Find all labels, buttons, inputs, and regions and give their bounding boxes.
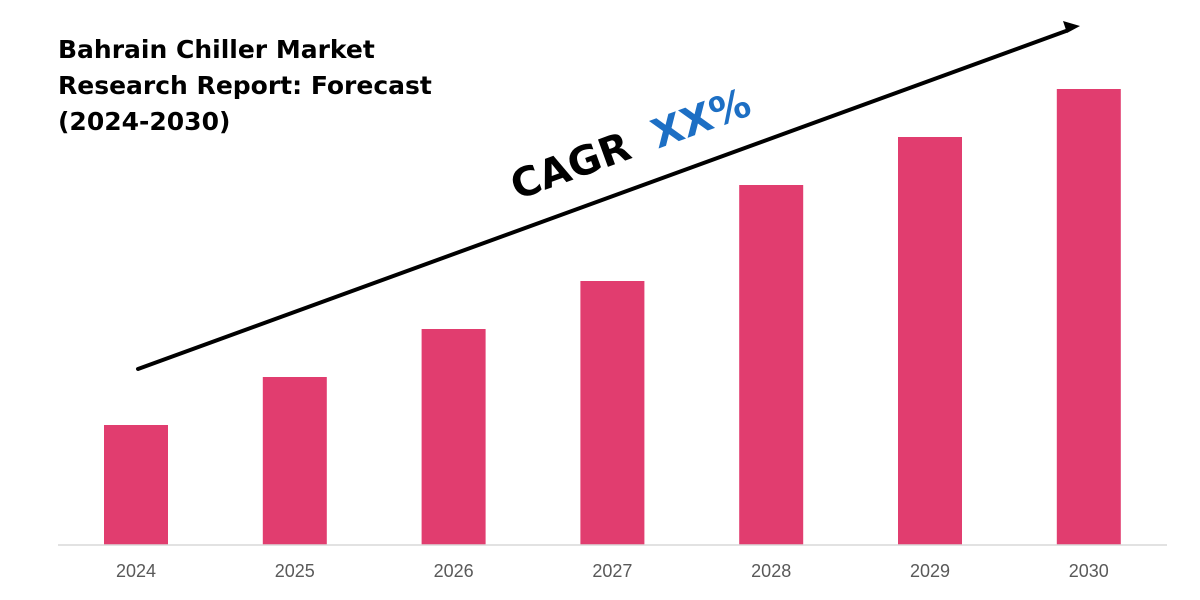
chart-title: Bahrain Chiller Market Research Report: … [58,35,432,136]
growth-trend-line [136,29,1068,371]
chart-title-line-2: Research Report: Forecast [58,71,432,100]
x-tick-label-2030: 2030 [1069,561,1109,581]
x-tick-label-2024: 2024 [116,561,156,581]
x-tick-label-2028: 2028 [751,561,791,581]
bar-2027 [580,281,645,545]
bar-2030 [1056,89,1121,545]
x-tick-label-2027: 2027 [592,561,632,581]
bars [104,89,1121,545]
chart-title-line-3: (2024-2030) [58,107,230,136]
x-tick-label-2029: 2029 [910,561,950,581]
x-axis-tick-labels: 2024 2025 2026 2027 2028 2029 2030 [116,561,1109,581]
cagr-value: XX% [646,80,757,158]
chart-title-line-1: Bahrain Chiller Market [58,35,375,64]
bar-2025 [262,377,327,545]
bar-2029 [898,137,962,545]
bar-2026 [421,329,486,545]
bar-2028 [739,185,804,545]
x-tick-label-2026: 2026 [434,561,474,581]
growth-trend-arrow [136,21,1080,371]
x-tick-label-2025: 2025 [275,561,315,581]
arrowhead-icon [1063,21,1080,33]
bar-2024 [104,425,168,545]
